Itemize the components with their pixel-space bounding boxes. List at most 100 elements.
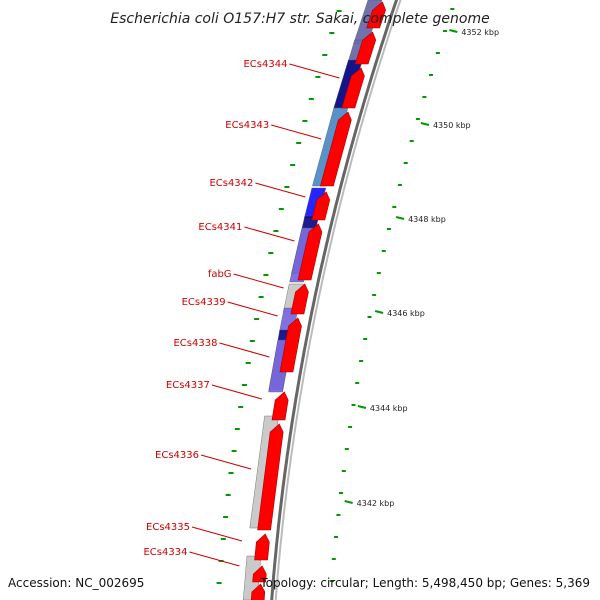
cog-dot	[415, 118, 420, 120]
backbone-line	[270, 0, 399, 600]
scale-tick	[420, 122, 430, 126]
cog-dot	[263, 274, 269, 276]
cog-dot	[392, 206, 397, 208]
cog-dot	[254, 318, 260, 320]
cog-dot	[302, 120, 308, 122]
scale-tick-label: 4352 kbp	[461, 28, 499, 37]
gene-label: ECs4336	[155, 450, 199, 461]
cog-dot	[450, 8, 455, 10]
cog-dot	[348, 426, 353, 428]
cog-dot	[429, 74, 433, 76]
gene-label: ECs4334	[143, 547, 187, 558]
forward-gene-arrow	[250, 583, 266, 600]
scale-tick-label: 4342 kbp	[357, 499, 395, 508]
gene-leader-line	[191, 526, 243, 542]
forward-strand-track	[250, 1, 386, 600]
scale-tick	[344, 500, 353, 504]
gene-leader-line	[227, 301, 278, 317]
cog-dot	[322, 54, 328, 56]
scale-tick	[374, 310, 384, 314]
cog-dot	[443, 30, 447, 32]
forward-gene-arrow	[341, 67, 365, 109]
cog-dot	[355, 382, 360, 384]
gene-label: ECs4335	[146, 522, 190, 533]
forward-gene-arrow	[311, 191, 331, 221]
gene-label: ECs4337	[166, 380, 210, 391]
cog-dot	[249, 340, 255, 342]
cog-dot	[376, 272, 381, 274]
cog-dot	[372, 294, 377, 296]
cog-dot	[290, 164, 296, 166]
gene-leader-line	[200, 454, 252, 470]
scale-tick-label: 4348 kbp	[408, 215, 446, 224]
forward-gene-arrow	[297, 223, 323, 281]
forward-gene-arrow	[354, 31, 377, 65]
cog-dot	[386, 228, 391, 230]
cog-dot	[225, 494, 231, 496]
cog-dots-layer	[216, 8, 455, 584]
forward-gene-arrow	[257, 423, 284, 531]
forward-gene-arrow	[366, 1, 386, 29]
cog-dot	[296, 142, 302, 144]
gene-label: ECs4342	[209, 178, 253, 189]
map-title: Escherichia coli O157:H7 str. Sakai, com…	[110, 11, 489, 27]
cog-dot	[381, 250, 386, 252]
gene-label: ECs4343	[225, 120, 269, 131]
cog-dot	[278, 208, 284, 210]
genome-info-text: Topology: circular; Length: 5,498,450 bp…	[259, 576, 590, 590]
gene-leader-line	[219, 342, 270, 358]
gene-leader-line	[211, 384, 263, 400]
cog-dot	[435, 52, 440, 54]
cog-dot	[422, 96, 427, 98]
cog-dot	[315, 76, 321, 78]
cog-dot	[228, 472, 234, 474]
cog-dot	[403, 162, 408, 164]
gene-label: fabG	[208, 269, 232, 280]
cog-dot	[223, 516, 229, 518]
gene-label: ECs4341	[198, 222, 242, 233]
cog-dot	[344, 448, 349, 450]
scale-tick	[395, 216, 405, 220]
scale-tick	[449, 29, 458, 33]
cog-dot	[245, 362, 251, 364]
gene-leader-line	[289, 63, 340, 79]
cog-dot	[397, 184, 402, 186]
gene-leader-line	[189, 551, 240, 567]
label-leaders	[189, 63, 340, 567]
cog-dot	[220, 538, 226, 540]
cog-dot	[329, 32, 335, 34]
gene-leader-line	[255, 182, 306, 198]
cog-dot	[334, 536, 338, 538]
cog-dot	[216, 582, 222, 584]
gene-label: ECs4344	[243, 59, 287, 70]
cog-dot	[367, 316, 372, 318]
cog-dot	[341, 470, 346, 472]
scale-ticks: 4352 kbp 4350 kbp 4348 kbp 4346 kbp 4344 kbp…	[344, 28, 499, 508]
cog-dot	[241, 384, 247, 386]
cog-dot	[238, 406, 244, 408]
forward-gene-arrow	[252, 565, 267, 583]
cog-dot	[284, 186, 290, 188]
gene-label: ECs4338	[173, 338, 217, 349]
forward-gene-arrow	[319, 111, 352, 187]
cog-dot	[409, 140, 414, 142]
cog-dot	[336, 10, 342, 12]
gene-leader-line	[233, 273, 284, 289]
gene-leader-line	[271, 124, 322, 140]
forward-gene-arrow	[271, 391, 289, 421]
cog-dot	[339, 492, 343, 494]
cog-dot	[336, 514, 341, 516]
cog-dot	[351, 404, 356, 406]
cog-dot	[329, 580, 334, 582]
scale-tick	[357, 405, 367, 409]
backbone-shadow	[274, 0, 402, 600]
accession-text: Accession: NC_002695	[8, 576, 144, 590]
cog-dot	[268, 252, 274, 254]
cog-dot	[234, 428, 240, 430]
scale-tick-label: 4350 kbp	[433, 121, 471, 130]
forward-gene-arrow	[279, 317, 302, 373]
backbone-layer	[270, 0, 402, 600]
cog-dot	[273, 230, 279, 232]
cog-dot	[308, 98, 314, 100]
